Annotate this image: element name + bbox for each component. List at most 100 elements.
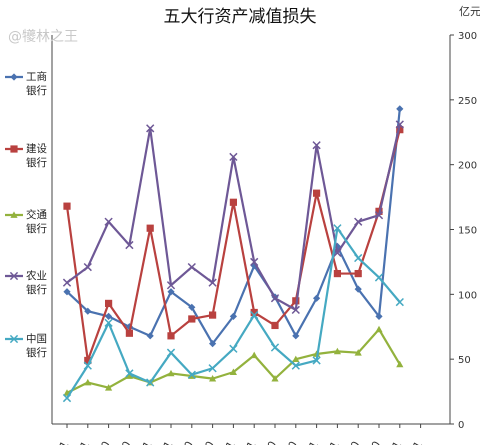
legend-swatch-marker bbox=[10, 211, 18, 218]
x-tick-label: /31 bbox=[51, 439, 71, 445]
data-point bbox=[354, 217, 363, 226]
data-point bbox=[250, 257, 259, 267]
data-point bbox=[167, 288, 175, 296]
data-point bbox=[354, 269, 362, 278]
x-tick-label: /31 bbox=[239, 439, 259, 445]
data-point bbox=[291, 305, 300, 315]
data-point bbox=[354, 285, 362, 293]
data-point bbox=[375, 325, 383, 333]
legend-label: 银行 bbox=[26, 346, 47, 359]
y-tick-label: 300 bbox=[458, 31, 477, 42]
x-tick-label: /31 bbox=[72, 439, 92, 445]
x-tick-label: /30 bbox=[197, 439, 217, 445]
data-point bbox=[229, 198, 237, 206]
data-point bbox=[312, 356, 321, 365]
legend-label: 建设 bbox=[26, 142, 47, 155]
data-point bbox=[104, 217, 113, 226]
data-point bbox=[83, 262, 92, 272]
data-point bbox=[84, 378, 92, 386]
data-point bbox=[62, 393, 72, 403]
x-tick-label: /31 bbox=[384, 439, 404, 445]
y-tick-label: 200 bbox=[458, 161, 477, 172]
data-point bbox=[374, 273, 384, 282]
data-point bbox=[105, 384, 113, 391]
data-point bbox=[333, 242, 341, 250]
legend-swatch-marker bbox=[10, 145, 18, 153]
data-point bbox=[250, 351, 258, 359]
data-point bbox=[187, 370, 196, 379]
data-point bbox=[105, 312, 113, 320]
data-point bbox=[166, 348, 176, 357]
data-point bbox=[125, 329, 133, 337]
data-point bbox=[146, 124, 155, 133]
watermark: @犪林之王 bbox=[8, 29, 78, 45]
data-point bbox=[84, 356, 92, 365]
data-point bbox=[105, 299, 113, 308]
data-point bbox=[374, 211, 384, 220]
x-tick-label: /31 bbox=[155, 439, 175, 445]
data-point bbox=[229, 368, 237, 376]
legend-label: 银行 bbox=[26, 222, 47, 235]
data-point bbox=[313, 189, 321, 197]
legend-label: 工商 bbox=[26, 70, 47, 83]
data-point bbox=[146, 378, 155, 387]
series-line bbox=[66, 108, 401, 345]
data-point bbox=[208, 364, 217, 373]
x-tick-label: /31 bbox=[301, 439, 321, 445]
data-point bbox=[167, 369, 175, 377]
legend-swatch-marker bbox=[9, 271, 19, 281]
data-point bbox=[209, 311, 217, 319]
data-point bbox=[209, 340, 217, 348]
x-tick-label: /30 bbox=[363, 439, 383, 445]
data-point bbox=[187, 262, 196, 272]
legend-label: 中国 bbox=[26, 332, 47, 345]
y-tick-label: 250 bbox=[458, 96, 477, 107]
data-point bbox=[209, 375, 217, 382]
data-point bbox=[83, 361, 92, 370]
data-point bbox=[250, 310, 259, 320]
x-tick-label: /31 bbox=[405, 439, 425, 445]
legend-label: 农业 bbox=[26, 269, 47, 282]
y-axis-unit-label: 亿元 bbox=[459, 5, 480, 18]
data-point bbox=[229, 344, 238, 353]
data-point bbox=[312, 141, 321, 150]
data-point bbox=[333, 224, 342, 233]
data-point bbox=[188, 303, 196, 311]
x-tick-label: /30 bbox=[259, 439, 279, 445]
data-point bbox=[292, 332, 300, 340]
legend-label: 银行 bbox=[26, 156, 47, 169]
data-point bbox=[333, 269, 341, 278]
data-point bbox=[271, 375, 279, 382]
data-point bbox=[229, 152, 238, 162]
data-point bbox=[63, 202, 71, 210]
data-point bbox=[62, 278, 72, 287]
data-point bbox=[375, 312, 383, 320]
x-tick-label: /31 bbox=[135, 439, 155, 445]
data-point bbox=[125, 369, 134, 378]
data-point bbox=[270, 343, 280, 352]
data-point bbox=[166, 281, 176, 290]
data-point bbox=[270, 294, 280, 303]
data-point bbox=[188, 315, 196, 323]
series-1 bbox=[63, 126, 404, 365]
x-tick-label: /30 bbox=[280, 439, 300, 445]
data-point bbox=[396, 360, 404, 368]
x-tick-label: /30 bbox=[176, 439, 196, 445]
data-point bbox=[125, 372, 133, 379]
legend-swatch-marker bbox=[9, 334, 19, 344]
x-tick-label: /30 bbox=[93, 439, 113, 445]
data-point bbox=[395, 120, 404, 129]
legend-label: 银行 bbox=[26, 84, 47, 97]
data-point bbox=[271, 321, 279, 330]
data-point bbox=[146, 224, 154, 232]
data-point bbox=[333, 347, 341, 355]
data-point bbox=[167, 332, 175, 340]
data-point bbox=[291, 361, 300, 370]
data-point bbox=[396, 126, 404, 134]
y-tick-label: 0 bbox=[458, 420, 464, 431]
data-point bbox=[292, 297, 300, 305]
